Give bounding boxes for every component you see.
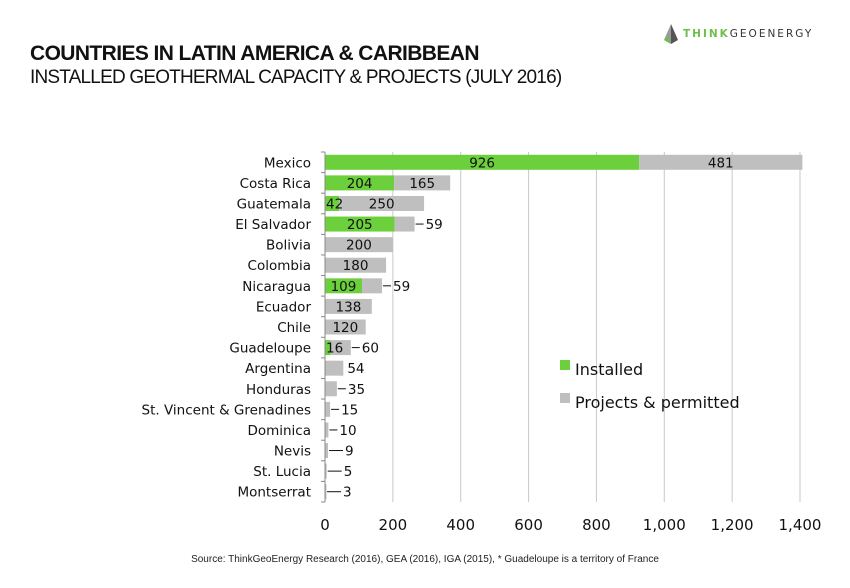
logo-text-think: THINK [683, 28, 730, 40]
bar-installed [325, 216, 395, 232]
data-label-projects: 120 [332, 320, 358, 336]
category-label: Montserrat [237, 485, 311, 501]
bar-installed [325, 278, 362, 294]
x-tick-label: 200 [379, 516, 408, 534]
data-label-projects: 35 [348, 382, 365, 398]
data-label-projects: 250 [369, 196, 395, 212]
category-label: Honduras [246, 382, 311, 398]
bar-projects [325, 360, 344, 376]
legend-swatch [560, 360, 570, 370]
bar-projects [325, 257, 387, 273]
y-axis [321, 151, 326, 503]
bar-projects [325, 463, 327, 479]
data-label-installed: 204 [347, 176, 373, 192]
category-label: Guatemala [237, 196, 311, 212]
category-label: Mexico [264, 155, 311, 171]
bar-installed [325, 340, 331, 356]
category-label: St. Vincent & Grenadines [142, 402, 311, 418]
bar-projects [394, 216, 415, 232]
category-label: Dominica [247, 423, 311, 439]
category-label: Colombia [248, 258, 311, 274]
bar-installed [325, 154, 640, 170]
data-label-projects: 10 [339, 423, 356, 439]
bar-projects [639, 154, 803, 170]
data-label-installed: 109 [331, 279, 357, 295]
data-label-projects: 59 [393, 279, 410, 295]
data-label-projects: 59 [426, 217, 443, 233]
data-label-projects: 165 [409, 176, 435, 192]
chart-subtitle: INSTALLED GEOTHERMAL CAPACITY & PROJECTS… [30, 67, 562, 88]
category-label: Argentina [245, 361, 311, 377]
category-label: St. Lucia [253, 464, 311, 480]
bar-installed [325, 175, 395, 191]
data-label-projects: 5 [344, 464, 353, 480]
bar-projects [325, 381, 337, 397]
bar-projects [325, 443, 329, 459]
bar-projects [325, 298, 372, 314]
data-label-projects: 481 [708, 155, 734, 171]
bar-projects [361, 278, 382, 294]
category-label: El Salvador [235, 217, 311, 233]
category-label: Nicaragua [242, 279, 311, 295]
bar-installed [325, 195, 340, 211]
bar-projects [325, 237, 393, 253]
data-label-installed: 205 [347, 217, 373, 233]
legend: Installed Projects & permitted [560, 360, 740, 412]
x-tick-label: 0 [320, 516, 330, 534]
data-label-projects: 9 [345, 444, 354, 460]
legend-label: Installed [575, 360, 643, 379]
x-tick-label: 800 [582, 516, 611, 534]
data-label-projects: 3 [343, 485, 352, 501]
legend-swatch [560, 393, 570, 403]
bar-projects [325, 422, 329, 438]
logo-mark-icon [664, 24, 678, 44]
x-tick-label: 400 [446, 516, 475, 534]
bar-projects [339, 195, 425, 211]
category-label: Guadeloupe [229, 341, 311, 357]
data-label-projects: 200 [346, 238, 372, 254]
data-label-installed: 926 [469, 155, 495, 171]
data-label-projects: 138 [336, 299, 362, 315]
data-label-installed: 16 [326, 341, 343, 357]
x-tick-label: 1,400 [779, 516, 822, 534]
category-label: Ecuador [256, 299, 312, 315]
data-label-projects: 60 [362, 341, 379, 357]
category-labels: Mexico Costa Rica Guatemala El Salvador Boli… [142, 155, 312, 500]
gridlines [392, 152, 801, 502]
category-label: Bolivia [266, 238, 311, 254]
x-tick-label: 600 [514, 516, 543, 534]
x-tick-label: 1,000 [643, 516, 686, 534]
data-label-projects: 180 [343, 258, 369, 274]
bars [325, 154, 803, 500]
data-label-installed: 42 [326, 196, 343, 212]
source-note: Source: ThinkGeoEnergy Research (2016), … [191, 554, 659, 565]
logo-text-geoenergy: GEOENERGY [729, 28, 814, 40]
category-label: Nevis [274, 444, 311, 460]
bar-projects [325, 319, 366, 335]
category-label: Costa Rica [240, 176, 311, 192]
x-tick-labels: 0 200 400 600 800 1,000 1,200 1,400 [320, 516, 821, 534]
bar-projects [325, 401, 331, 417]
thinkgeoenergy-logo: THINKGEOENERGY [664, 24, 813, 44]
data-label-projects: 15 [341, 402, 358, 418]
chart-title: COUNTRIES IN LATIN AMERICA & CARIBBEAN [30, 42, 480, 65]
bar-projects [330, 340, 351, 356]
legend-label: Projects & permitted [575, 393, 740, 412]
category-label: Chile [277, 320, 311, 336]
data-label-projects: 54 [347, 361, 364, 377]
bar-projects [394, 175, 451, 191]
bar-projects [325, 484, 327, 500]
x-tick-label: 1,200 [711, 516, 754, 534]
